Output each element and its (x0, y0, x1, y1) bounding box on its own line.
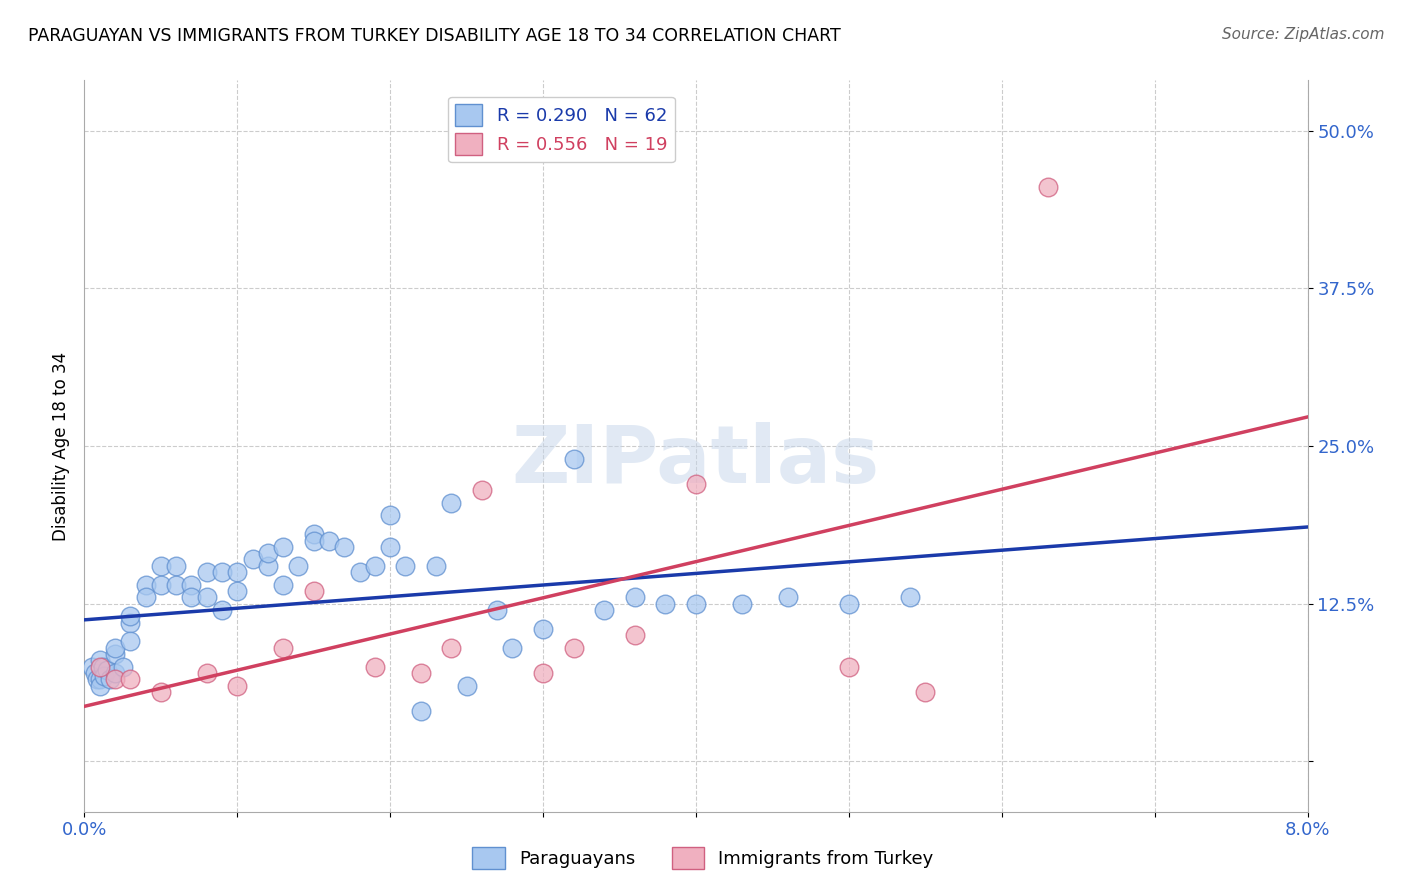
Point (271, 640, 294, 655)
Point (302, 533, 325, 548)
Point (104, 640, 127, 655)
Point (271, 578, 294, 592)
Point (502, 640, 524, 655)
Point (120, 615, 142, 630)
Legend: Paraguayans, Immigrants from Turkey: Paraguayans, Immigrants from Turkey (463, 838, 943, 879)
Point (914, 685, 936, 699)
Point (380, 540, 402, 554)
Point (685, 597, 707, 611)
Point (242, 552, 264, 566)
Point (440, 496, 463, 510)
Point (149, 685, 172, 699)
Text: PARAGUAYAN VS IMMIGRANTS FROM TURKEY DISABILITY AGE 18 TO 34 CORRELATION CHART: PARAGUAYAN VS IMMIGRANTS FROM TURKEY DIS… (28, 27, 841, 45)
Point (776, 591, 799, 605)
Point (593, 603, 616, 617)
Point (349, 565, 371, 579)
Point (302, 527, 325, 541)
Point (685, 476, 707, 491)
Point (226, 679, 249, 693)
Point (104, 673, 127, 687)
Point (318, 533, 340, 548)
Legend: R = 0.290   N = 62, R = 0.556   N = 19: R = 0.290 N = 62, R = 0.556 N = 19 (449, 96, 675, 162)
Point (257, 558, 280, 573)
Y-axis label: Disability Age 18 to 34: Disability Age 18 to 34 (52, 351, 70, 541)
Point (440, 640, 463, 655)
Point (838, 597, 860, 611)
Point (120, 634, 142, 648)
Point (165, 558, 187, 573)
Point (120, 609, 142, 624)
Point (838, 659, 860, 673)
Point (89, 653, 111, 667)
Point (135, 591, 157, 605)
Point (731, 597, 754, 611)
Point (135, 578, 157, 592)
Point (486, 603, 509, 617)
Point (96, 664, 118, 678)
Point (287, 558, 309, 573)
Point (562, 640, 585, 655)
Point (104, 647, 127, 661)
Point (531, 622, 554, 636)
Point (120, 673, 142, 687)
Point (1036, 180, 1059, 194)
Point (84, 665, 107, 680)
Point (409, 665, 432, 680)
Point (195, 591, 218, 605)
Point (104, 665, 127, 680)
Point (531, 665, 554, 680)
Point (471, 483, 494, 497)
Point (364, 558, 387, 573)
Point (195, 665, 218, 680)
Point (86, 673, 108, 687)
Point (562, 451, 585, 466)
Point (195, 565, 218, 579)
Point (93, 668, 115, 682)
Point (425, 558, 447, 573)
Point (624, 628, 647, 642)
Text: Source: ZipAtlas.com: Source: ZipAtlas.com (1222, 27, 1385, 42)
Point (149, 578, 172, 592)
Point (456, 679, 478, 693)
Point (364, 659, 387, 673)
Point (333, 540, 356, 554)
Point (80, 659, 103, 673)
Point (409, 704, 432, 718)
Point (89, 679, 111, 693)
Point (380, 508, 402, 523)
Point (211, 565, 233, 579)
Point (91, 659, 114, 673)
Point (394, 558, 416, 573)
Point (226, 565, 249, 579)
Point (111, 659, 134, 673)
Point (89, 659, 111, 673)
Point (624, 591, 647, 605)
Point (180, 591, 202, 605)
Point (654, 597, 676, 611)
Point (98, 673, 121, 687)
Point (89, 673, 111, 687)
Point (149, 558, 172, 573)
Point (257, 546, 280, 560)
Point (180, 578, 202, 592)
Point (302, 584, 325, 599)
Point (898, 591, 921, 605)
Text: ZIPatlas: ZIPatlas (512, 422, 880, 500)
Point (165, 578, 187, 592)
Point (271, 540, 294, 554)
Point (226, 584, 249, 599)
Point (211, 603, 233, 617)
